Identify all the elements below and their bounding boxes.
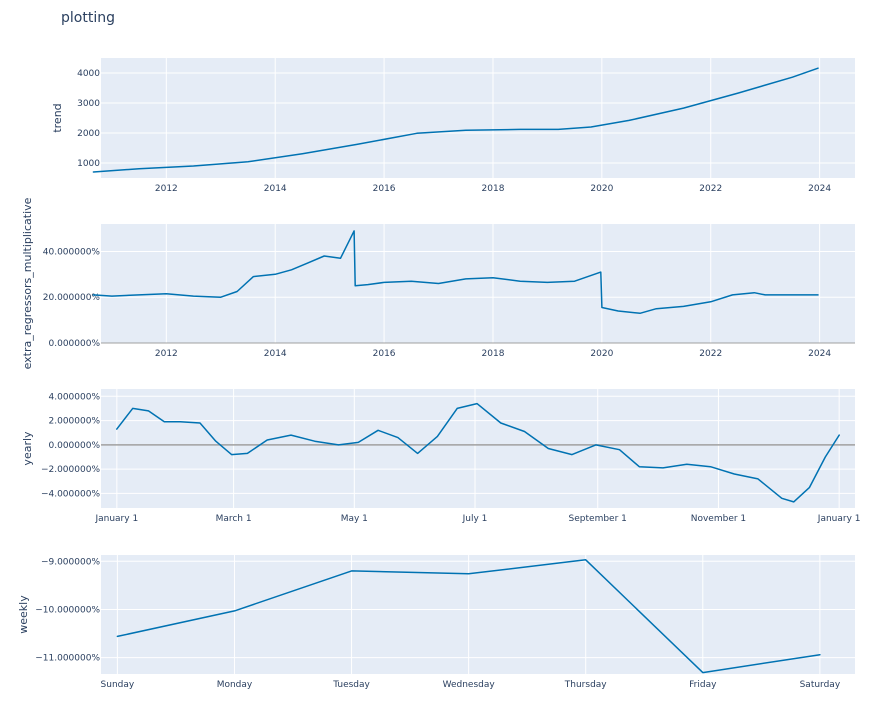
trend-plot-area [101, 58, 855, 178]
extra_regressors-panel: 2012 2014 2016 2018 2020 2022 2024 0.000000% 20.… [21, 197, 855, 369]
weekly-x-tick-label: Friday [689, 680, 717, 690]
trend-y-tick-label: 3000 [77, 99, 100, 109]
yearly-x-tick-label: May 1 [341, 514, 368, 524]
extra_regressors-x-tick-label: 2020 [590, 349, 613, 359]
weekly-x-tick-label: Thursday [564, 680, 608, 690]
yearly-x-tick-label: January 1 [817, 514, 861, 524]
trend-x-tick-label: 2020 [590, 184, 613, 194]
extra_regressors-y-axis-label: extra_regressors_multiplicative [21, 197, 34, 369]
trend-x-tick-label: 2022 [699, 184, 722, 194]
yearly-x-tick-label: September 1 [569, 514, 627, 524]
trend-x-tick-label: 2024 [808, 184, 831, 194]
extra_regressors-x-tick-label: 2022 [699, 349, 722, 359]
weekly-y-tick-label: −10.000000% [35, 605, 100, 615]
yearly-plot-area [101, 389, 855, 508]
extra_regressors-y-tick-label: 40.000000% [43, 247, 101, 257]
trend-y-tick-label: 1000 [77, 159, 100, 169]
weekly-y-axis-label: weekly [17, 595, 30, 634]
yearly-x-tick-label: March 1 [216, 514, 252, 524]
yearly-series-line [116, 402, 840, 503]
weekly-plot-area [101, 555, 855, 674]
extra_regressors-x-tick-label: 2018 [482, 349, 505, 359]
trend-x-tick-label: 2018 [482, 184, 505, 194]
extra_regressors-plot-area [101, 224, 855, 343]
weekly-x-tick-label: Wednesday [443, 680, 496, 690]
trend-panel: 2012 2014 2016 2018 2020 2022 2024 1000 2000 3000… [51, 58, 855, 194]
yearly-y-axis-label: yearly [21, 431, 34, 466]
weekly-x-tick-label: Sunday [101, 680, 135, 690]
weekly-y-tick-label: −9.000000% [41, 557, 100, 567]
trend-y-tick-label: 2000 [77, 129, 100, 139]
subplots: 2012 2014 2016 2018 2020 2022 2024 1000 2000 3000… [17, 58, 861, 690]
trend-x-tick-label: 2014 [264, 184, 287, 194]
weekly-y-tick-label: −11.000000% [35, 654, 100, 664]
yearly-x-tick-label: July 1 [462, 514, 488, 524]
trend-series-line [92, 67, 819, 173]
extra_regressors-x-tick-label: 2014 [264, 349, 287, 359]
weekly-series-line [116, 559, 821, 674]
extra_regressors-x-tick-label: 2016 [373, 349, 396, 359]
extra_regressors-y-tick-label: 20.000000% [43, 293, 101, 303]
extra_regressors-series-line [92, 230, 819, 315]
yearly-y-tick-label: −2.000000% [41, 465, 100, 475]
trend-x-tick-label: 2016 [373, 184, 396, 194]
yearly-panel: January 1 March 1 May 1 July 1 September 1 No… [21, 389, 861, 524]
weekly-x-tick-label: Monday [217, 680, 253, 690]
extra_regressors-y-tick-label: 0.000000% [49, 339, 101, 349]
weekly-x-tick-label: Tuesday [332, 680, 370, 690]
yearly-y-tick-label: 2.000000% [49, 417, 101, 427]
trend-x-tick-label: 2012 [155, 184, 178, 194]
weekly-panel: Sunday Monday Tuesday Wednesday Thursday Frid… [17, 555, 855, 690]
yearly-y-tick-label: 0.000000% [49, 441, 101, 451]
trend-y-axis-label: trend [51, 103, 64, 132]
yearly-y-tick-label: 4.000000% [49, 392, 101, 402]
yearly-y-tick-label: −4.000000% [41, 489, 100, 499]
trend-y-tick-label: 4000 [77, 69, 100, 79]
extra_regressors-x-tick-label: 2012 [155, 349, 178, 359]
yearly-x-tick-label: November 1 [691, 514, 746, 524]
weekly-x-tick-label: Saturday [800, 680, 841, 690]
yearly-x-tick-label: January 1 [94, 514, 138, 524]
figure-title: plotting [61, 10, 115, 26]
extra_regressors-x-tick-label: 2024 [808, 349, 831, 359]
